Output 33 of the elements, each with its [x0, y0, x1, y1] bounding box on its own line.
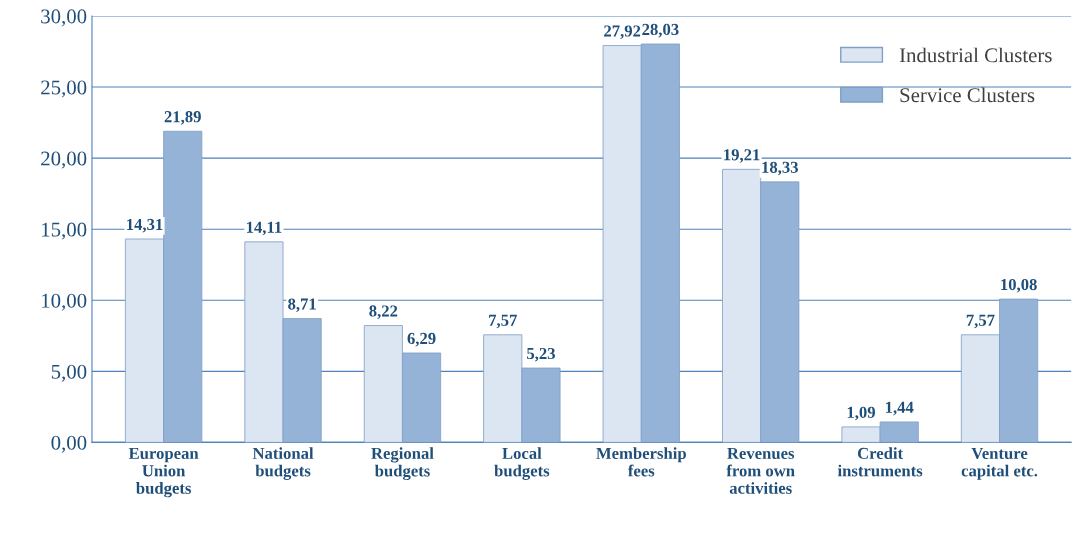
data-label: 18,33 [762, 161, 798, 176]
data-label: 8,71 [288, 298, 316, 313]
y-tick-label: 10,00 [42, 293, 87, 311]
data-label: 7,57 [489, 314, 517, 329]
x-tick-label: European Union budgets [128, 447, 199, 498]
y-tick-label: 15,00 [42, 222, 87, 240]
legend-label: Service Clusters [900, 87, 1035, 103]
x-tick-label: Local budgets [494, 447, 550, 480]
x-tick-label: Membership fees [596, 447, 686, 477]
x-tick-label: Revenues from own activities [726, 447, 795, 494]
data-label: 27,92 [604, 25, 641, 40]
data-label: 19,21 [724, 149, 760, 163]
data-label: 14,31 [127, 218, 163, 233]
data-label: 6,29 [407, 332, 436, 347]
data-label: 1,44 [885, 401, 914, 416]
legend-label: Industrial Clusters [899, 47, 1052, 63]
x-tick-label: Regional budgets [371, 447, 434, 481]
y-tick-label: 30,00 [41, 9, 87, 27]
data-label: 5,23 [527, 347, 555, 362]
y-tick-label: 20,00 [41, 151, 87, 169]
x-tick-label: National budgets [252, 447, 314, 480]
data-label: 21,89 [164, 111, 201, 125]
x-tick-label: Venture capital etc. [961, 447, 1038, 480]
x-tick-label: Credit instruments [837, 447, 923, 477]
data-label: 8,22 [369, 305, 398, 320]
y-tick-label: 0,00 [51, 435, 87, 453]
data-label: 10,08 [1001, 278, 1037, 293]
data-label: 1,09 [847, 406, 875, 421]
data-label: 14,11 [246, 221, 282, 236]
data-label: 28,03 [642, 23, 679, 38]
y-tick-label: 5,00 [51, 364, 87, 382]
data-label: 7,57 [966, 314, 995, 329]
y-tick-label: 25,00 [41, 80, 87, 98]
